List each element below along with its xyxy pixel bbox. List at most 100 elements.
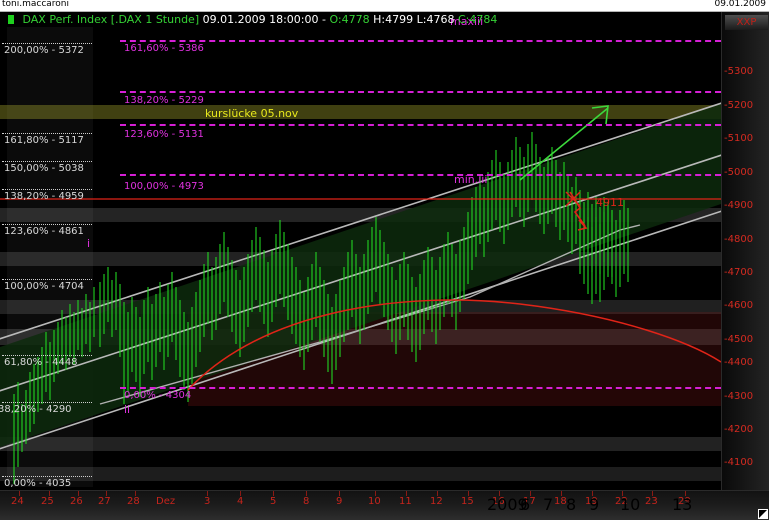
time-tick	[273, 491, 274, 496]
time-tick	[561, 491, 562, 496]
high-value: H:4799	[373, 13, 414, 26]
fib-white-line-382	[2, 402, 92, 403]
price-band-6	[0, 437, 721, 451]
chart-vector-overlay	[0, 102, 721, 484]
time-tick	[685, 491, 686, 496]
red-support-arc	[187, 299, 721, 391]
time-label-5: 5	[270, 496, 277, 507]
fib-magenta-label-100: 100,00% - 4973	[124, 181, 204, 192]
price-tick-4600: -4600	[724, 300, 754, 311]
inner-trendline	[99, 224, 641, 405]
red-zone-lower	[188, 384, 721, 406]
time-tick	[135, 491, 136, 496]
gap-zone-kurslucke	[0, 105, 721, 119]
fib-white-label-618: 61,80% - 4448	[4, 357, 78, 368]
fib-white-line-618	[2, 355, 92, 356]
time-tick	[49, 491, 50, 496]
price-tick-4700: -4700	[724, 267, 754, 278]
time-tick	[240, 491, 241, 496]
fib-white-label-150: 150,00% - 5038	[4, 163, 84, 174]
fib-white-line-0	[2, 476, 92, 477]
fib-magenta-label-1382: 138,20% - 5229	[124, 95, 204, 106]
chart-plot-area[interactable]: 200,00% - 5372 161,80% - 5117 150,00% - …	[0, 12, 721, 490]
fib-white-label-382: 38,20% - 4290	[0, 404, 72, 415]
datetime-label: 09.01.2009 18:00:00 -	[202, 13, 326, 26]
channel-line-upper	[0, 102, 721, 340]
fib-white-line-200	[2, 43, 92, 44]
time-label-dez: Dez	[156, 496, 176, 507]
time-label-27: 27	[98, 496, 111, 507]
annotation-kurslucke: kurslücke 05.nov	[205, 107, 299, 120]
fib-white-line-1618	[2, 133, 92, 134]
fib-magenta-label-0: 0,00% - 4304	[124, 390, 192, 401]
fib-white-line-1382	[2, 189, 92, 190]
price-tick-4500: -4500	[724, 334, 754, 345]
fib-white-line-100	[2, 279, 92, 280]
chart-header-bar: DAX Perf. Index [.DAX 1 Stunde] 09.01.20…	[0, 12, 721, 27]
wave-marker-ii: ii	[124, 403, 131, 416]
fib-white-label-1236: 123,60% - 4861	[4, 226, 84, 237]
price-tick-4900: -4900	[724, 200, 754, 211]
price-tick-5200: -5200	[724, 100, 754, 111]
fib-white-line-150	[2, 161, 92, 162]
time-tick	[437, 491, 438, 496]
time-tick	[622, 491, 623, 496]
time-tick	[499, 491, 500, 496]
price-tick-4300: -4300	[724, 391, 754, 402]
candlestick-series	[13, 132, 629, 484]
symbol-label[interactable]: DAX Perf. Index [.DAX 1 Stunde]	[22, 13, 200, 26]
annotation-price-4911: 4911	[596, 196, 624, 209]
price-tick-4200: -4200	[724, 424, 754, 435]
green-square-icon	[8, 15, 14, 24]
time-tick	[207, 491, 208, 496]
time-label-16: 16	[492, 496, 505, 507]
price-tick-5000: -5000	[724, 167, 754, 178]
time-tick	[406, 491, 407, 496]
price-tick-4400: -4400	[724, 357, 754, 368]
time-axis[interactable]: 24 25 26 27 28 Dez 3 4 5 8 9 10 11 12	[0, 490, 769, 520]
time-tick	[339, 491, 340, 496]
fib-magenta-line-100	[120, 174, 721, 176]
time-label-15: 15	[461, 496, 474, 507]
price-tick-4100: -4100	[724, 457, 754, 468]
price-tick-4800: -4800	[724, 234, 754, 245]
annotation-min-iii: min.iii	[454, 173, 488, 186]
fib-magenta-line-1616	[120, 40, 721, 42]
price-axis-badge[interactable]: XXP	[725, 15, 768, 30]
fib-magenta-label-1236: 123,60% - 5131	[124, 129, 204, 140]
time-tick	[468, 491, 469, 496]
price-band-7	[0, 467, 721, 481]
time-tick	[306, 491, 307, 496]
fib-white-label-1382: 138,20% - 4959	[4, 191, 84, 202]
time-tick	[530, 491, 531, 496]
time-label-26: 26	[70, 496, 83, 507]
fib-magenta-line-0	[120, 387, 721, 389]
time-label-12: 12	[430, 496, 443, 507]
time-tick	[375, 491, 376, 496]
time-label-9: 9	[336, 496, 343, 507]
price-axis[interactable]: XXP -5300 -5200 -5100 -5000 -4900 -4800 …	[721, 12, 769, 501]
user-label: toni.maccaroni	[2, 0, 70, 9]
fib-magenta-label-1616: 161,60% - 5386	[124, 43, 204, 54]
fib-white-label-1618: 161,80% - 5117	[4, 135, 84, 146]
resize-grip[interactable]	[758, 509, 768, 519]
price-band-1	[0, 105, 721, 119]
annotation-max-iii: maxiii	[450, 15, 484, 28]
chart-frame: 200,00% - 5372 161,80% - 5117 150,00% - …	[0, 11, 769, 520]
time-label-8: 8	[303, 496, 310, 507]
time-label-11: 11	[399, 496, 412, 507]
fib-magenta-line-1382	[120, 91, 721, 93]
time-tick	[19, 491, 20, 496]
fib-white-label-200: 200,00% - 5372	[4, 45, 84, 56]
close-value: C:4784	[457, 13, 498, 26]
wave-marker-i: i	[87, 237, 91, 250]
time-label-23: 23	[645, 496, 658, 507]
time-label-22: 22	[615, 496, 628, 507]
time-label-19: 19	[585, 496, 598, 507]
price-tick-5100: -5100	[724, 133, 754, 144]
time-label-10: 10	[368, 496, 381, 507]
time-label-28: 28	[127, 496, 140, 507]
time-tick	[78, 491, 79, 496]
time-label-24: 24	[11, 496, 24, 507]
open-value: O:4778	[329, 13, 370, 26]
